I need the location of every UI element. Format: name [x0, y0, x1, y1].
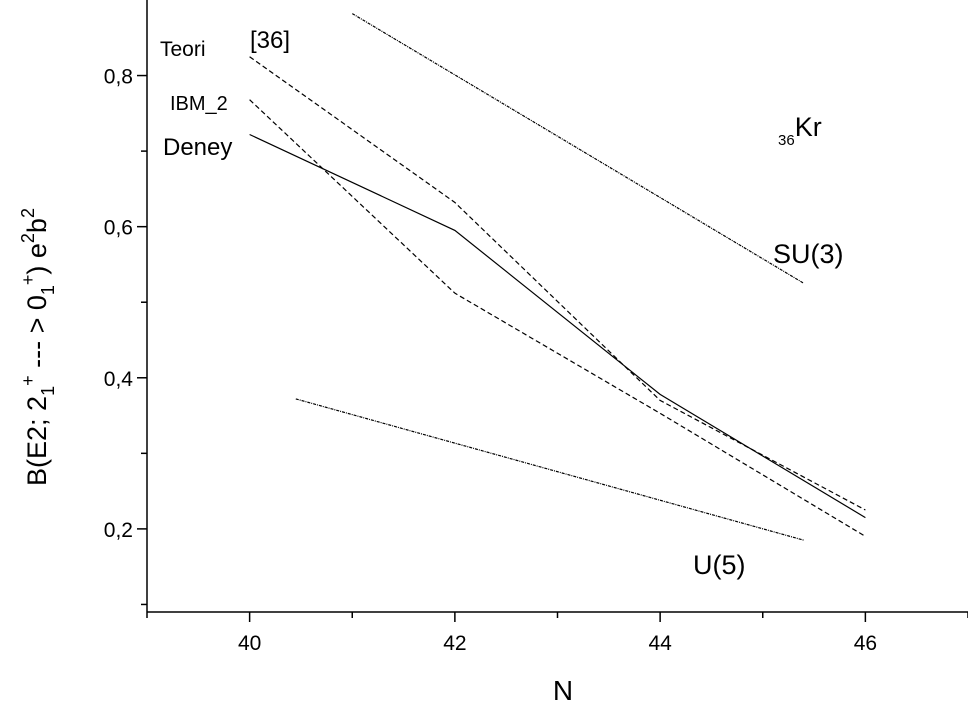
label-u5: U(5) [693, 550, 746, 580]
series-line-ibm-2 [249, 99, 866, 537]
series-line-teori [249, 56, 866, 511]
tick-labels: 40 42 44 46 0,2 0,4 0,6 0,8 [104, 66, 877, 655]
label-teori: Teori [160, 38, 206, 61]
x-tick-label: 44 [648, 632, 672, 655]
x-axis-title: N [553, 675, 573, 706]
axis-ticks [137, 74, 968, 622]
series-line-deney [249, 133, 866, 519]
y-tick-label: 0,4 [104, 368, 134, 391]
label-deney: Deney [163, 134, 232, 161]
nucleus-mass-number: 36 [778, 132, 795, 149]
y-tick-label: 0,6 [104, 217, 133, 240]
y-tick-label: 0,8 [104, 66, 133, 89]
x-tick-label: 46 [854, 632, 877, 655]
series-line-u-5 [295, 398, 804, 541]
x-tick-label: 40 [238, 632, 261, 655]
nucleus-symbol: Kr [795, 112, 822, 142]
label-ibm2: IBM_2 [170, 93, 228, 115]
nucleus-label: 36Kr [778, 112, 822, 149]
label-su3: SU(3) [773, 239, 844, 269]
x-tick-label: 42 [443, 632, 466, 655]
series-lines [249, 13, 866, 541]
series-line-su-3 [351, 13, 805, 284]
label-ref-36: [36] [250, 27, 290, 54]
y-axis-title: B(E2; 21+ --- > 01+) e2b2 [18, 208, 58, 486]
y-tick-label: 0,2 [104, 519, 133, 542]
